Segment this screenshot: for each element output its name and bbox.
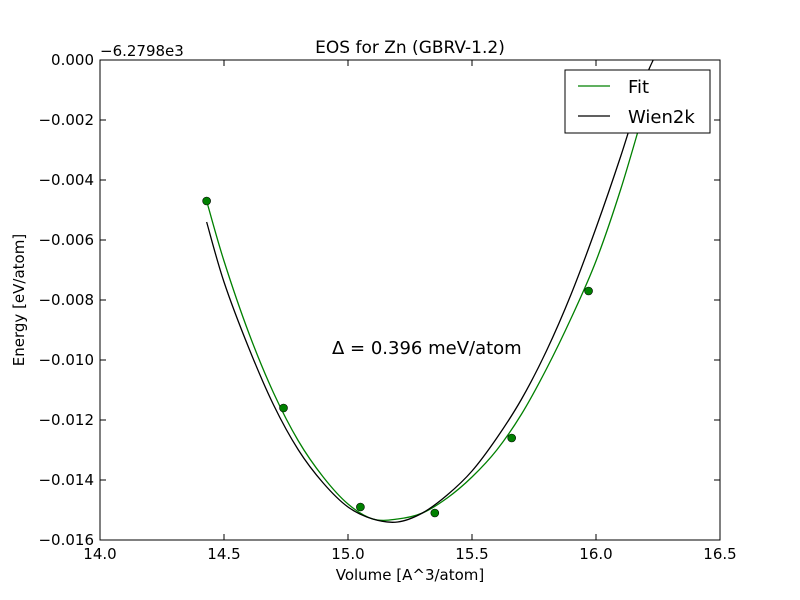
y-tick-label: −0.004 — [38, 171, 94, 189]
x-tick-label: 16.5 — [703, 545, 736, 563]
series-line-wien2k — [206, 60, 654, 523]
legend-label-fit: Fit — [628, 77, 649, 98]
y-tick-label: −0.002 — [38, 111, 94, 129]
x-axis-label: Volume [A^3/atom] — [336, 566, 485, 584]
legend-box — [564, 69, 711, 134]
chart-title: EOS for Zn (GBRV-1.2) — [315, 38, 505, 58]
data-point — [279, 403, 288, 413]
data-point — [430, 508, 440, 518]
x-tick-label: 14.5 — [207, 545, 240, 563]
data-point — [584, 286, 593, 296]
data-point — [202, 196, 211, 206]
y-axis-label: Energy [eV/atom] — [10, 234, 28, 366]
y-tick-label: −0.008 — [38, 291, 94, 309]
x-tick-label: 15.0 — [331, 545, 364, 563]
legend: Fit Wien2k — [564, 69, 711, 134]
x-tick-label: 16.0 — [579, 545, 612, 563]
y-tick-label: −0.006 — [38, 231, 94, 249]
legend-label-wien2k: Wien2k — [628, 107, 695, 128]
series-line-fit — [206, 104, 647, 522]
y-tick-label: −0.012 — [38, 411, 94, 429]
x-tick-label: 15.5 — [455, 545, 488, 563]
y-axis-ticks: 0.000 −0.002 −0.004 −0.006 −0.008 −0.010 −0.01… — [38, 51, 720, 549]
y-offset-label: −6.2798e3 — [100, 42, 184, 60]
data-point — [356, 502, 365, 512]
y-tick-label: 0.000 — [51, 51, 94, 69]
y-tick-label: −0.014 — [38, 471, 94, 489]
data-point — [507, 433, 516, 443]
y-tick-label: −0.010 — [38, 351, 94, 369]
y-tick-label: −0.016 — [38, 531, 94, 549]
series-layer — [202, 60, 654, 523]
delta-annotation: Δ = 0.396 meV/atom — [332, 338, 522, 359]
x-axis-ticks: 14.0 14.5 15.0 15.5 16.0 16.5 — [83, 60, 737, 563]
x-tick-label: 14.0 — [83, 545, 116, 563]
